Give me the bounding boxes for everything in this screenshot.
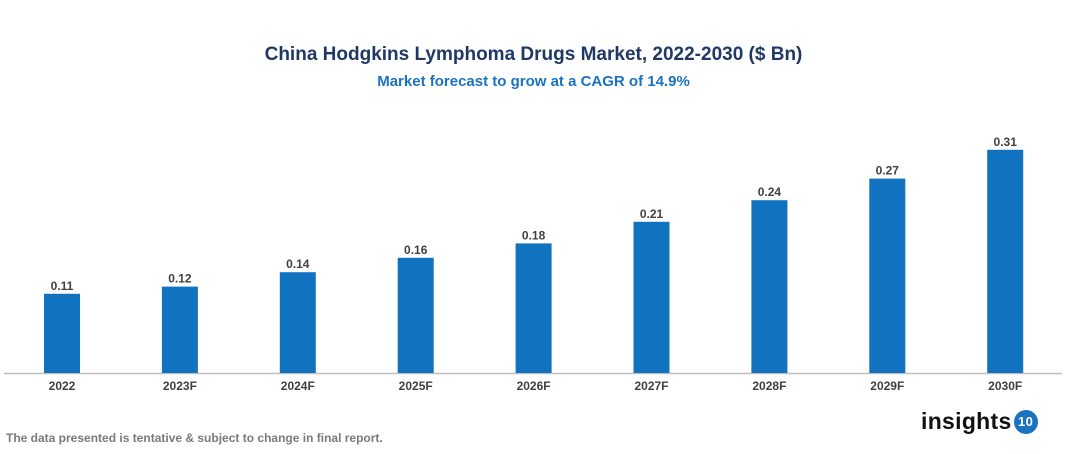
bar-2029F	[869, 178, 906, 373]
logo-badge: 10	[1013, 409, 1038, 434]
x-tick-label: 2028F	[752, 379, 786, 393]
data-label: 0.31	[994, 135, 1018, 149]
x-tick-label: 2023F	[163, 379, 197, 393]
x-tick-label: 2024F	[281, 379, 315, 393]
data-label: 0.16	[404, 243, 428, 257]
data-label: 0.12	[168, 272, 192, 286]
bar-2028F	[751, 200, 788, 373]
x-tick-label: 2027F	[634, 379, 668, 393]
bar-2026F	[515, 243, 552, 373]
insights10-logo: insights 10	[921, 408, 1038, 435]
bar-2027F	[633, 221, 670, 373]
data-label: 0.24	[758, 185, 782, 199]
logo-text: insights	[921, 408, 1012, 434]
disclaimer: The data presented is tentative & subjec…	[6, 431, 383, 445]
bar-2023F	[161, 286, 198, 373]
bar-2022	[44, 293, 80, 373]
bar-2025F	[397, 257, 434, 373]
data-label: 0.11	[51, 279, 74, 293]
data-label: 0.18	[522, 228, 546, 242]
chart-subtitle: Market forecast to grow at a CAGR of 14.…	[377, 73, 690, 90]
chart-title: China Hodgkins Lymphoma Drugs Market, 20…	[264, 44, 803, 65]
x-tick-label: 2026F	[517, 379, 551, 393]
data-label: 0.21	[640, 207, 664, 221]
x-tick-label: 2029F	[870, 379, 904, 393]
bar-2024F	[279, 272, 316, 373]
bar-2030F	[987, 149, 1024, 373]
x-tick-label: 2022	[49, 379, 76, 393]
x-tick-label: 2030F	[988, 379, 1022, 393]
data-label: 0.14	[286, 257, 310, 271]
data-label: 0.27	[876, 164, 900, 178]
x-tick-label: 2025F	[399, 379, 433, 393]
